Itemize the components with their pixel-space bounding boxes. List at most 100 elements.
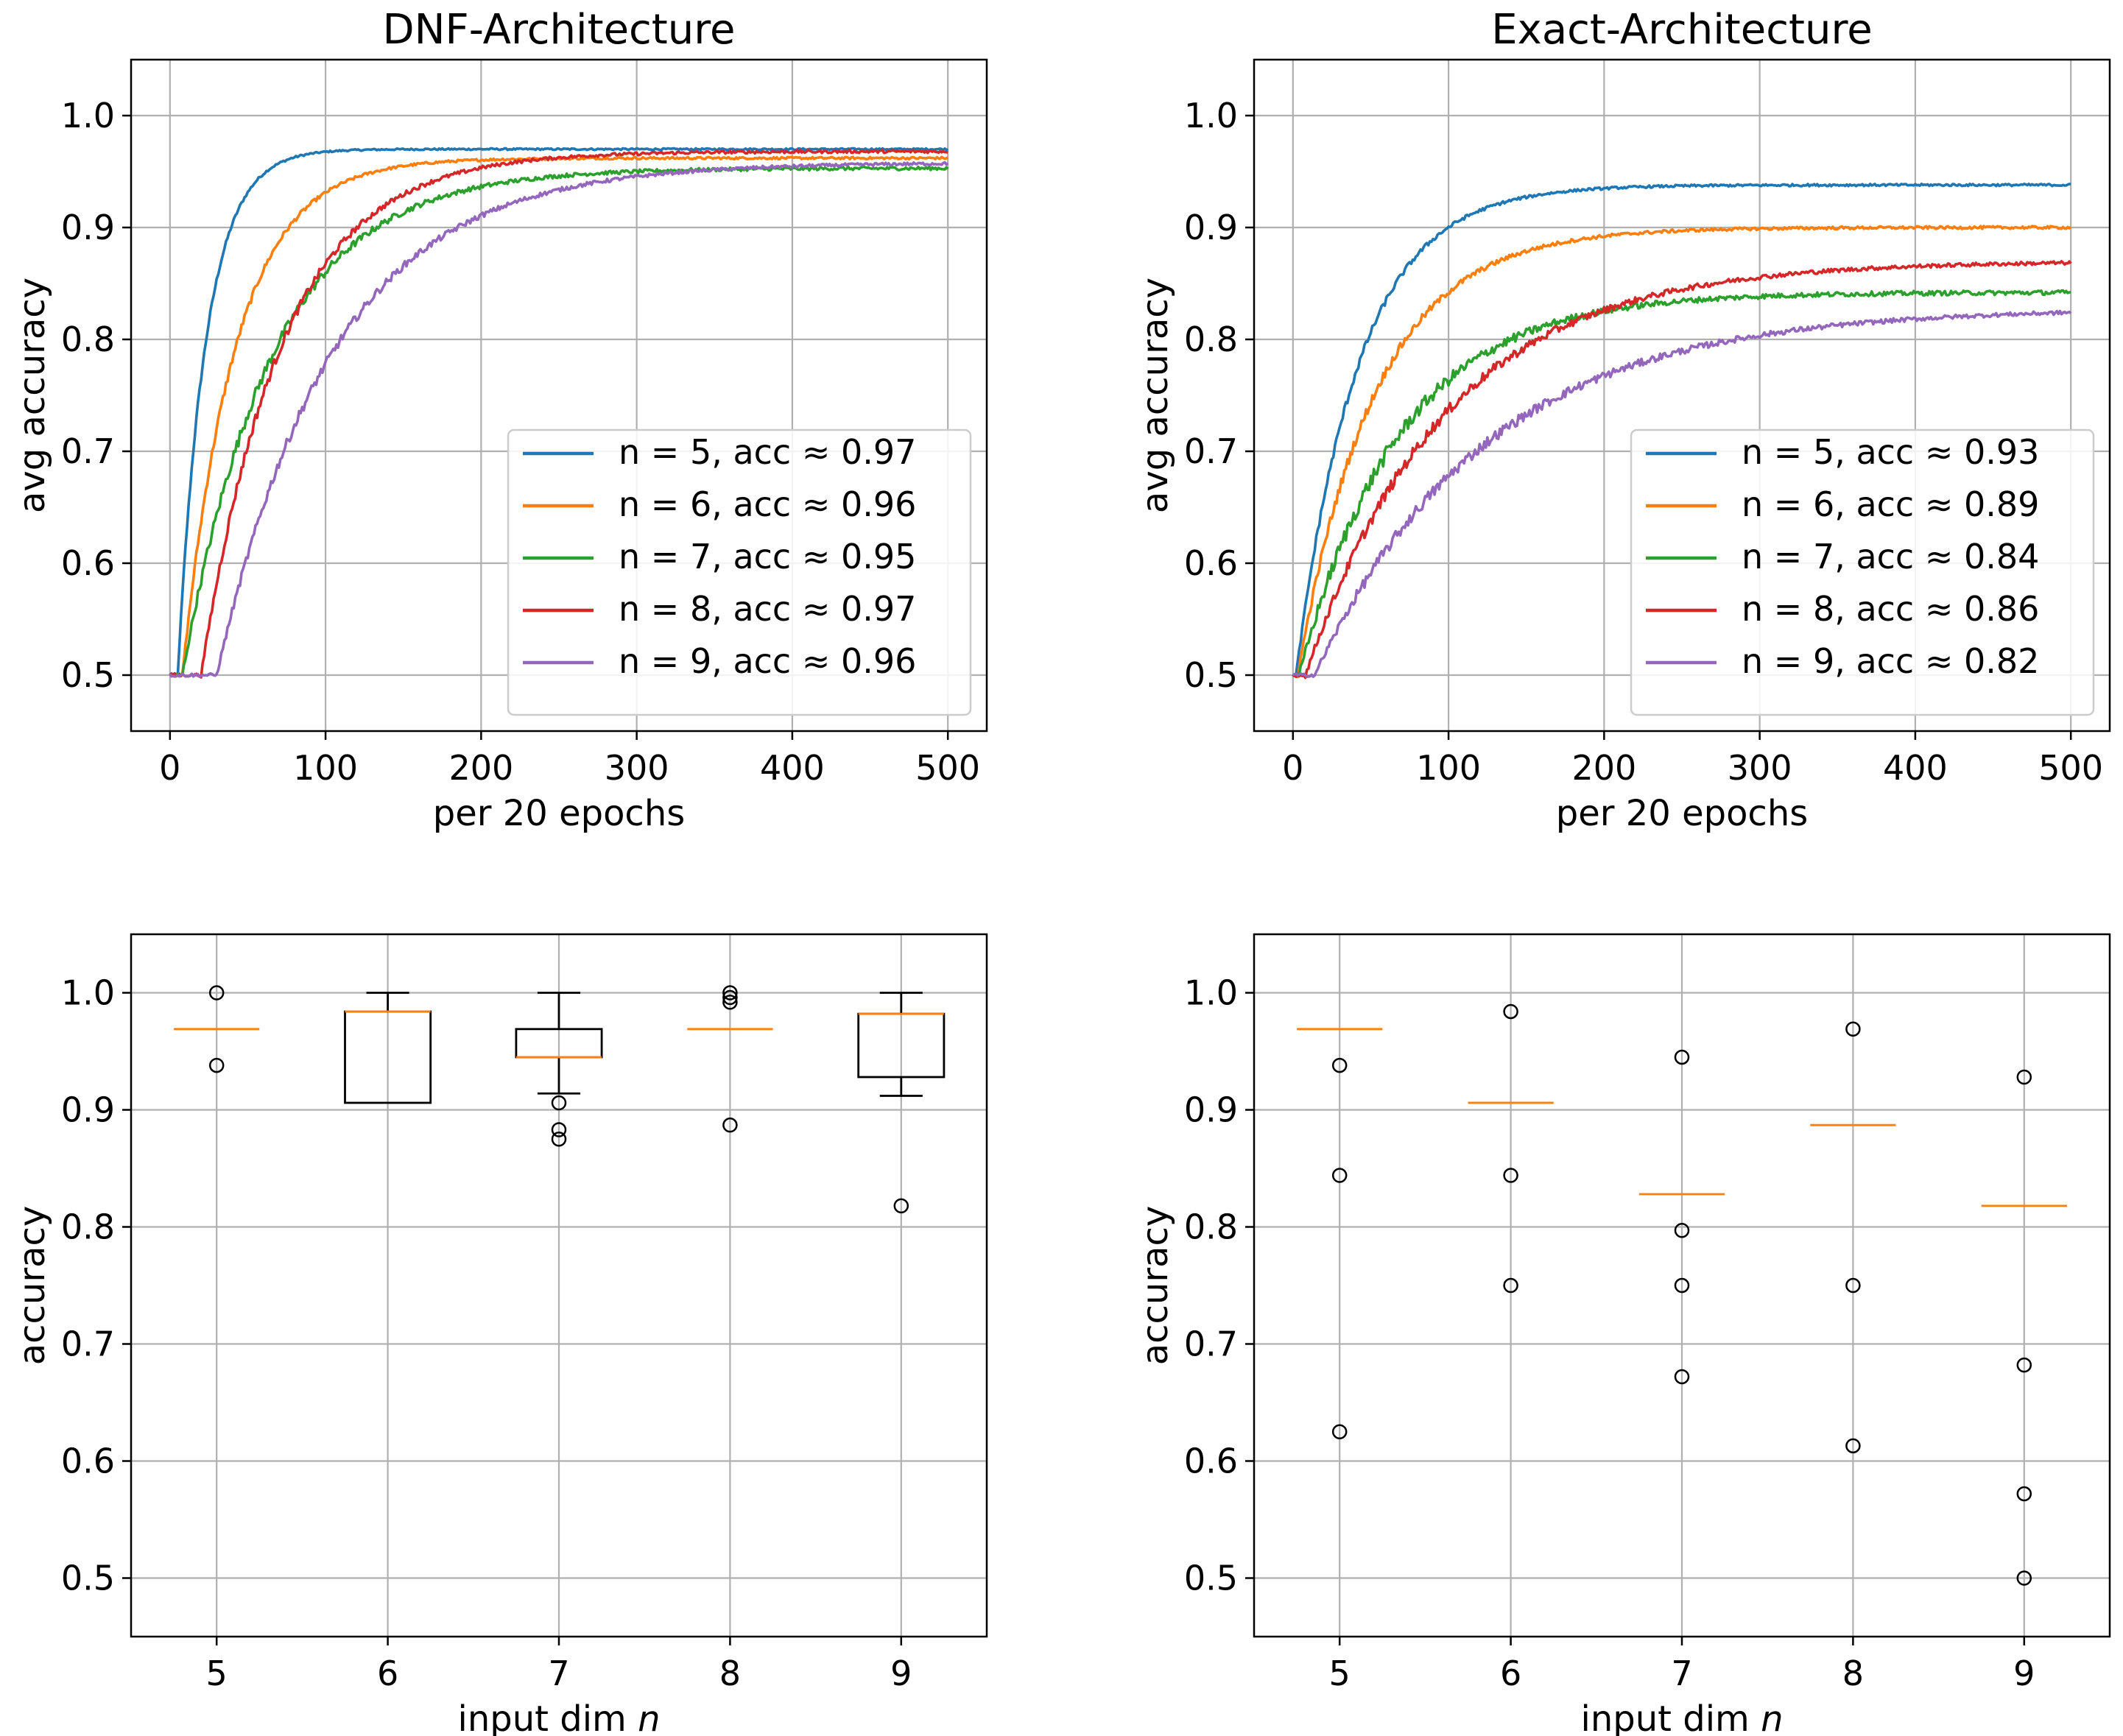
flier-point <box>722 994 738 1010</box>
flier-point <box>1503 1277 1518 1294</box>
chart-title: Exact-Architecture <box>1491 6 1872 54</box>
flier-point <box>2016 1486 2032 1502</box>
x-tick-label: 9 <box>2013 1654 2035 1693</box>
chart-title: DNF-Architecture <box>382 6 735 54</box>
y-tick-label: 1.0 <box>1184 96 1238 135</box>
box-9 <box>857 992 946 1214</box>
flier-point <box>893 1198 909 1214</box>
x-tick-label: 5 <box>1329 1654 1351 1693</box>
x-tick-label: 300 <box>605 748 669 788</box>
x-tick-label: 6 <box>377 1654 398 1693</box>
y-tick-label: 0.8 <box>1184 320 1238 359</box>
y-tick-label: 0.6 <box>1184 1442 1238 1481</box>
y-tick-label: 0.9 <box>1184 1090 1238 1130</box>
flier-point <box>722 1117 738 1133</box>
legend-entry: n = 7, acc ≈ 0.84 <box>1742 537 2039 576</box>
box-5 <box>1297 1028 1383 1439</box>
legend-box <box>1630 428 2095 716</box>
series-line <box>1292 260 2072 680</box>
y-tick-label: 0.9 <box>61 1090 115 1130</box>
y-axis-label: avg accuracy <box>12 278 53 513</box>
x-tick-label: 9 <box>890 1654 912 1693</box>
legend-entry: n = 6, acc ≈ 0.96 <box>619 484 916 524</box>
flier-point <box>551 1095 567 1111</box>
x-tick-label: 6 <box>1500 1654 1521 1693</box>
flier-point <box>1845 1438 1861 1454</box>
legend: n = 5, acc ≈ 0.97 n = 6, acc ≈ 0.96 n = 7,… <box>507 428 972 716</box>
flier-point <box>2016 1570 2032 1586</box>
flier-point <box>1331 1057 1348 1073</box>
flier-point <box>208 1057 225 1073</box>
flier-point <box>722 989 738 1006</box>
y-tick-label: 0.6 <box>61 543 115 583</box>
y-tick-label: 0.9 <box>61 208 115 247</box>
series-group <box>169 147 949 679</box>
x-tick-label: 0 <box>1282 748 1303 788</box>
flier-point <box>1331 1424 1348 1439</box>
flier-point <box>1845 1021 1861 1037</box>
series-line <box>1292 289 2071 677</box>
x-tick-label: 7 <box>548 1654 569 1693</box>
flier-point <box>1845 1277 1861 1294</box>
x-tick-label: 100 <box>293 748 358 788</box>
legend-entry: n = 8, acc ≈ 0.97 <box>619 589 916 629</box>
legend-entry: n = 5, acc ≈ 0.97 <box>619 432 916 472</box>
legend-entry: n = 5, acc ≈ 0.93 <box>1742 432 2039 472</box>
y-axis-label: accuracy <box>12 1206 53 1366</box>
x-tick-label: 8 <box>719 1654 741 1693</box>
box-6 <box>344 992 432 1104</box>
y-axis-label: accuracy <box>1135 1206 1176 1366</box>
x-axis-label: per 20 epochs <box>1556 793 1809 834</box>
y-tick-label: 0.7 <box>1184 431 1238 471</box>
y-tick-label: 0.8 <box>61 320 115 359</box>
y-tick-label: 0.6 <box>61 1442 115 1481</box>
box-9 <box>1981 1069 2067 1586</box>
legend: n = 5, acc ≈ 0.93 n = 6, acc ≈ 0.89 n = 7,… <box>1630 428 2095 716</box>
x-tick-label: 200 <box>1571 748 1636 788</box>
flier-point <box>1503 1168 1518 1183</box>
x-tick-label: 8 <box>1842 1654 1864 1693</box>
series-line <box>169 147 949 677</box>
y-tick-label: 0.8 <box>1184 1207 1238 1247</box>
legend-entry: n = 6, acc ≈ 0.89 <box>1742 484 2039 524</box>
flier-point <box>722 985 738 1001</box>
flier-point <box>1674 1369 1690 1385</box>
series-line <box>1292 309 2072 678</box>
x-axis-label: input dim n <box>1581 1698 1784 1736</box>
flier-point <box>551 1122 567 1137</box>
x-tick-label: 300 <box>1728 748 1792 788</box>
flier-point <box>2016 1069 2032 1085</box>
y-tick-label: 0.9 <box>1184 208 1238 247</box>
box-8 <box>1810 1021 1896 1454</box>
y-tick-label: 0.7 <box>61 1324 115 1364</box>
box-5 <box>174 985 260 1073</box>
y-tick-label: 0.5 <box>61 1559 115 1598</box>
series-line <box>1292 183 2071 677</box>
x-axis-label-italic: n <box>1761 1698 1783 1736</box>
y-tick-label: 0.5 <box>1184 1559 1238 1598</box>
box-6 <box>1468 1003 1554 1294</box>
box-8 <box>687 985 773 1133</box>
box-7 <box>515 992 603 1147</box>
series-group <box>1292 183 2072 680</box>
series-line <box>169 149 948 679</box>
chart-bottom-left: 0.5 0.6 0.7 0.8 0.9 1.0 5 6 7 8 9 accuracy input dim… <box>12 933 988 1736</box>
flier-point <box>1331 1168 1348 1183</box>
y-tick-label: 0.8 <box>61 1207 115 1247</box>
series-line <box>169 160 949 678</box>
y-tick-label: 1.0 <box>1184 973 1238 1013</box>
flier-point <box>1674 1277 1690 1294</box>
flier-point <box>551 1132 567 1147</box>
x-axis-label-italic: n <box>638 1698 660 1736</box>
y-tick-label: 1.0 <box>61 96 115 135</box>
y-tick-label: 0.5 <box>61 655 115 695</box>
y-axis-label: avg accuracy <box>1135 278 1176 513</box>
axes-frame <box>130 58 988 733</box>
x-tick-label: 500 <box>2038 748 2103 788</box>
chart-top-left: 0.5 0.6 0.7 0.8 0.9 1.0 0 100 200 300 400 500 avg ac… <box>12 6 988 834</box>
legend-entry: n = 9, acc ≈ 0.96 <box>619 641 916 681</box>
flier-point <box>1674 1049 1690 1065</box>
legend-entry: n = 9, acc ≈ 0.82 <box>1742 641 2039 681</box>
